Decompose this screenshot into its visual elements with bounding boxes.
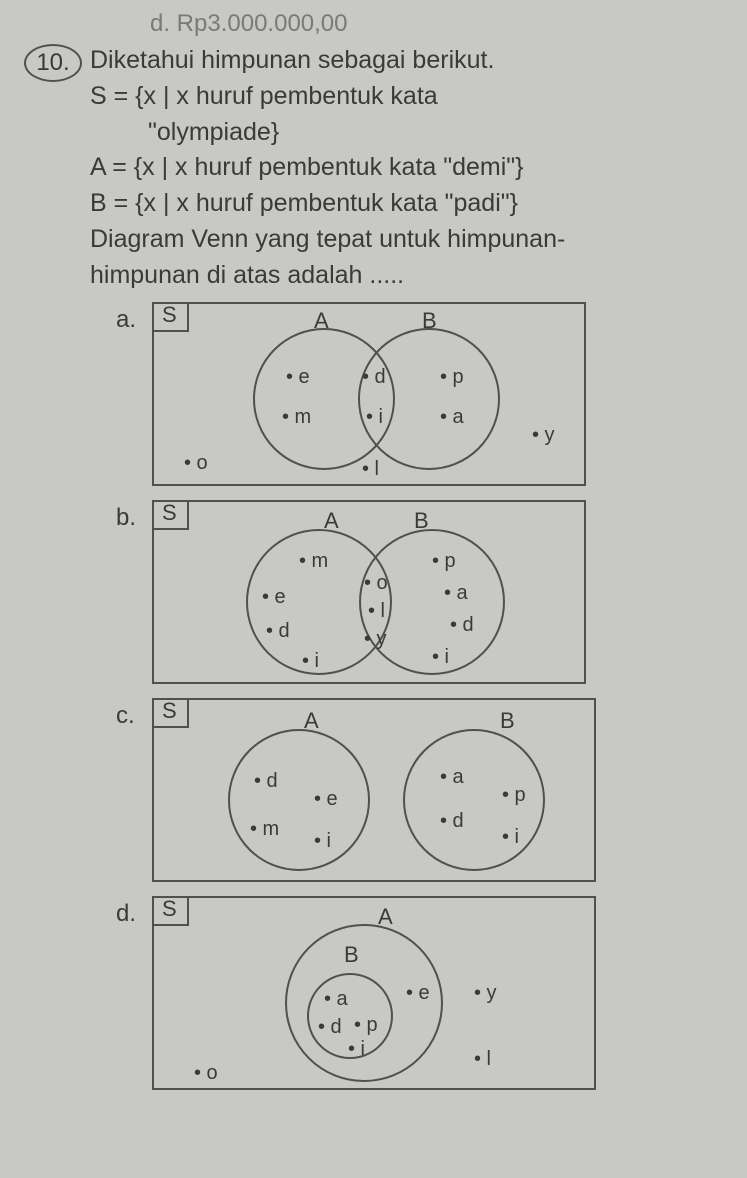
- venn-element: • i: [302, 650, 319, 673]
- venn-element: • p: [440, 366, 464, 389]
- venn-element: • m: [299, 550, 328, 573]
- venn-element: • p: [354, 1014, 378, 1037]
- option-a: a.SAB• e• m• d• i• p• a• o• l• y: [116, 302, 727, 486]
- set-a-label: A: [324, 508, 339, 534]
- venn-element: • a: [444, 582, 468, 605]
- venn-element: • l: [362, 458, 379, 481]
- venn-element: • y: [364, 628, 387, 651]
- venn-diagram: SAB• e• m• d• i• p• a• o• l• y: [152, 302, 586, 486]
- set-a-label: A: [304, 708, 319, 734]
- question-line: Diagram Venn yang tepat untuk himpunan-: [90, 223, 727, 257]
- venn-element: • e: [406, 982, 430, 1005]
- option-label: c.: [116, 698, 152, 730]
- option-d: d.SAB• a• d• p• i• e• y• l• o: [116, 896, 727, 1090]
- venn-element: • e: [286, 366, 310, 389]
- question-number-wrap: 10.: [20, 44, 90, 82]
- venn-element: • a: [440, 766, 464, 789]
- set-a-label: A: [314, 308, 329, 334]
- venn-element: • i: [432, 646, 449, 669]
- venn-element: • a: [324, 988, 348, 1011]
- venn-element: • d: [318, 1016, 342, 1039]
- venn-element: • a: [440, 406, 464, 429]
- option-label: b.: [116, 500, 152, 532]
- venn-element: • m: [250, 818, 279, 841]
- venn-element: • e: [314, 788, 338, 811]
- venn-element: • o: [184, 452, 208, 475]
- question-line: Diketahui himpunan sebagai berikut.: [90, 44, 727, 78]
- set-b-label: B: [500, 708, 515, 734]
- option-b: b.SAB• m• e• d• i• o• l• y• p• a• d• i: [116, 500, 727, 684]
- venn-element: • i: [366, 406, 383, 429]
- set-b-label: B: [414, 508, 429, 534]
- answer-options: a.SAB• e• m• d• i• p• a• o• l• yb.SAB• m…: [116, 302, 727, 1090]
- venn-element: • d: [450, 614, 474, 637]
- venn-element: • i: [348, 1038, 365, 1061]
- question-line: A = {x | x huruf pembentuk kata "demi"}: [90, 151, 727, 185]
- venn-diagram: SAB• d• m• e• i• a• d• p• i: [152, 698, 596, 882]
- venn-element: • e: [262, 586, 286, 609]
- venn-element: • d: [266, 620, 290, 643]
- venn-diagram: SAB• a• d• p• i• e• y• l• o: [152, 896, 596, 1090]
- question-number: 10.: [24, 44, 82, 82]
- set-a-label: A: [378, 904, 393, 930]
- question-line: B = {x | x huruf pembentuk kata "padi"}: [90, 187, 727, 221]
- question-text: Diketahui himpunan sebagai berikut. S = …: [90, 44, 727, 294]
- venn-element: • i: [314, 830, 331, 853]
- venn-element: • o: [364, 572, 388, 595]
- question-line: S = {x | x huruf pembentuk kata: [90, 80, 727, 114]
- question-row: 10. Diketahui himpunan sebagai berikut. …: [20, 44, 727, 294]
- venn-element: • p: [502, 784, 526, 807]
- option-label: d.: [116, 896, 152, 928]
- option-c: c.SAB• d• m• e• i• a• d• p• i: [116, 698, 727, 882]
- set-b-label: B: [344, 942, 359, 968]
- venn-element: • i: [502, 826, 519, 849]
- question-line: "olympiade}: [90, 116, 727, 150]
- venn-diagram: SAB• m• e• d• i• o• l• y• p• a• d• i: [152, 500, 586, 684]
- venn-element: • o: [194, 1062, 218, 1085]
- venn-element: • d: [440, 810, 464, 833]
- venn-element: • l: [474, 1048, 491, 1071]
- option-label: a.: [116, 302, 152, 334]
- venn-element: • p: [432, 550, 456, 573]
- question-line: himpunan di atas adalah .....: [90, 259, 727, 293]
- venn-element: • y: [532, 424, 555, 447]
- venn-element: • d: [362, 366, 386, 389]
- previous-question-fragment: d. Rp3.000.000,00: [150, 10, 727, 38]
- set-b-label: B: [422, 308, 437, 334]
- venn-element: • d: [254, 770, 278, 793]
- venn-element: • y: [474, 982, 497, 1005]
- venn-element: • m: [282, 406, 311, 429]
- venn-element: • l: [368, 600, 385, 623]
